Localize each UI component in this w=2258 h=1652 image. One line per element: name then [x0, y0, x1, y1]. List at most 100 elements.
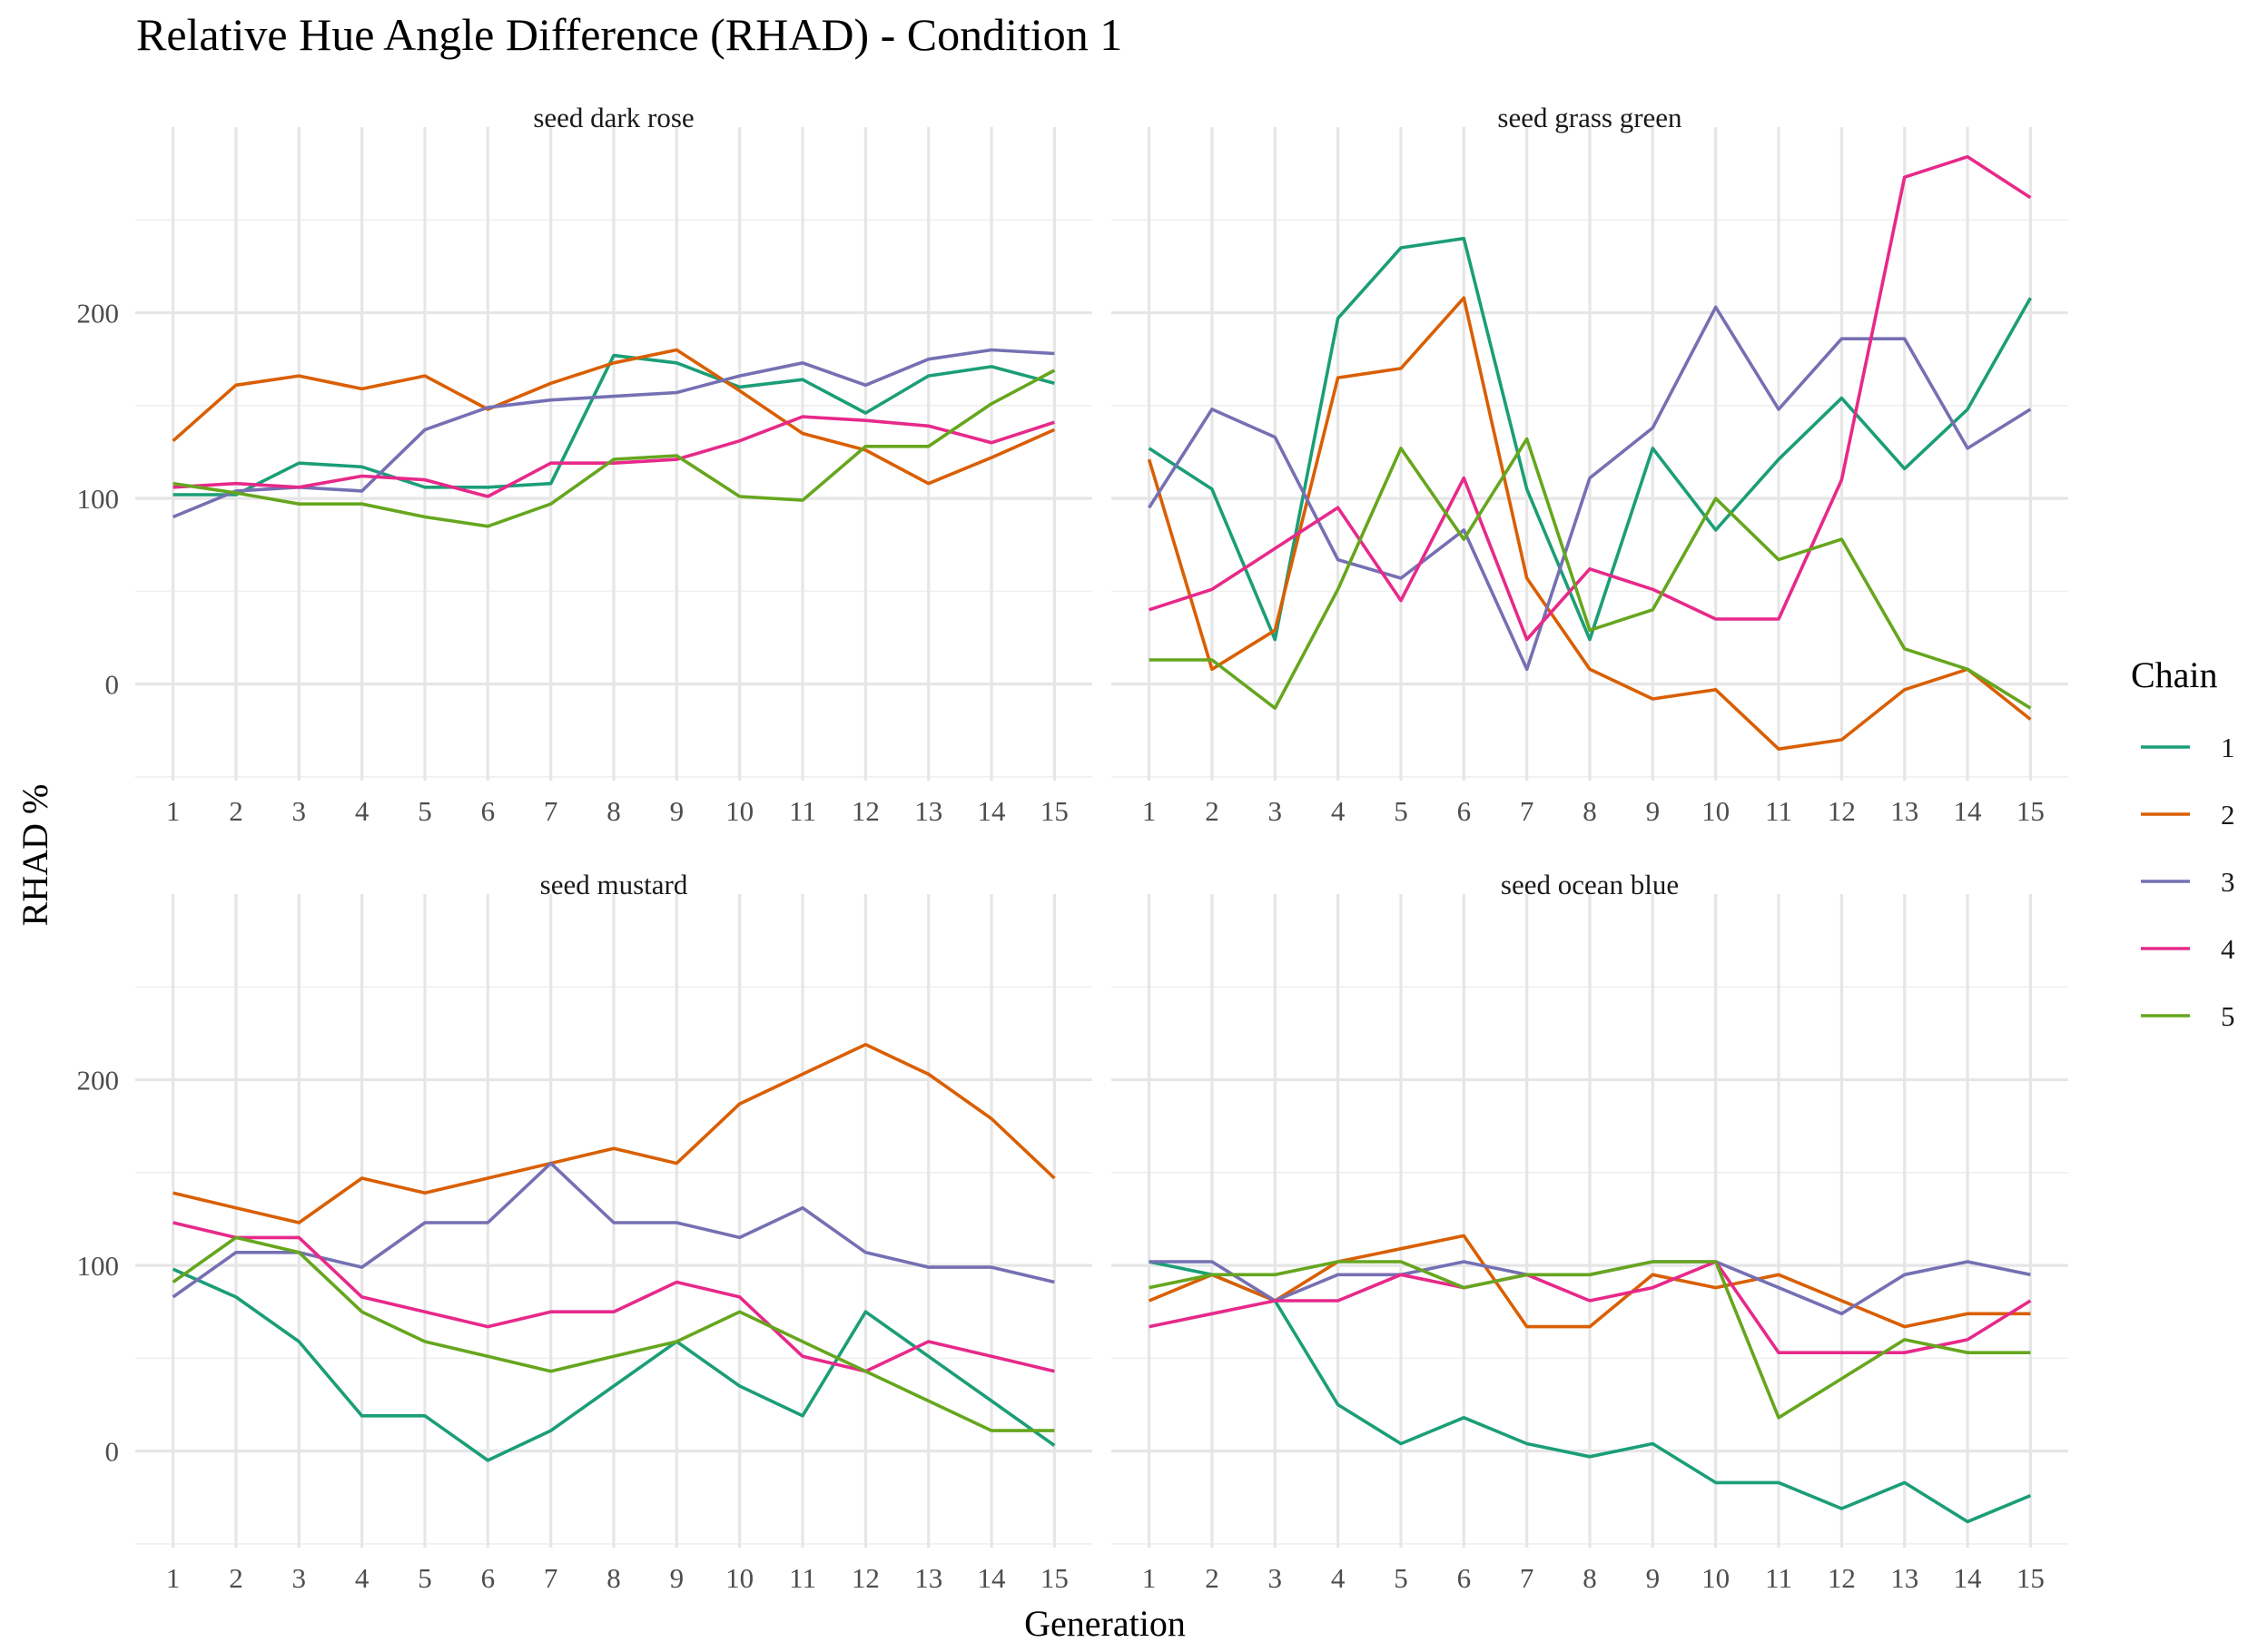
series-line-chain-4 [1149, 154, 2032, 642]
series-line-chain-1 [173, 353, 1055, 497]
series-line-chain-4 [173, 1221, 1055, 1373]
x-tick-label: 11 [789, 1562, 816, 1594]
legend-items: 1 2 3 4 5 [2141, 732, 2235, 1032]
x-tick-label: 2 [1205, 1562, 1219, 1594]
y-tick-label: 0 [105, 669, 120, 701]
x-tick-label: 8 [1583, 795, 1597, 827]
y-tick-label: 0 [105, 1436, 120, 1468]
x-tick-label: 1 [166, 795, 181, 827]
x-axis-label: Generation [1024, 1603, 1186, 1644]
x-tick-label: 2 [1205, 795, 1219, 827]
legend-title: Chain [2131, 654, 2218, 695]
x-tick-label: 12 [1828, 795, 1856, 827]
x-tick-label: 9 [1646, 795, 1661, 827]
x-tick-label: 5 [1394, 795, 1408, 827]
x-tick-label: 8 [606, 1562, 621, 1594]
legend-label: 3 [2221, 866, 2235, 898]
x-tick-label: 6 [1457, 1562, 1472, 1594]
x-tick-label: 7 [1520, 1562, 1534, 1594]
y-axis-label: RHAD % [15, 784, 55, 927]
x-tick-label: 15 [2016, 1562, 2045, 1594]
x-tick-label: 7 [1520, 795, 1534, 827]
x-tick-label: 5 [1394, 1562, 1408, 1594]
x-tick-label: 5 [418, 795, 432, 827]
legend-label: 2 [2221, 799, 2235, 831]
series-line-chain-3 [172, 348, 1055, 519]
x-tick-label: 1 [166, 1562, 181, 1594]
x-tick-label: 15 [1040, 795, 1069, 827]
x-tick-label: 10 [1701, 1562, 1730, 1594]
y-tick-label: 100 [77, 1250, 120, 1282]
y-tick-label: 200 [77, 298, 120, 329]
x-tick-label: 10 [725, 795, 754, 827]
series-line-chain-2 [1148, 1234, 2031, 1329]
series-line-chain-2 [173, 1042, 1056, 1224]
x-tick-label: 13 [914, 795, 942, 827]
x-tick-label: 11 [789, 795, 816, 827]
series-line-chain-3 [1148, 305, 2032, 672]
x-tick-label: 1 [1142, 795, 1157, 827]
x-tick-label: 10 [725, 1562, 754, 1594]
x-tick-label: 12 [852, 795, 880, 827]
x-tick-label: 6 [481, 795, 496, 827]
x-tick-label: 14 [978, 1562, 1007, 1594]
y-tick-label: 200 [77, 1065, 120, 1096]
x-tick-label: 13 [1890, 795, 1918, 827]
x-tick-label: 2 [229, 795, 243, 827]
x-tick-label: 7 [544, 795, 558, 827]
x-tick-label: 6 [1457, 795, 1472, 827]
x-tick-label: 4 [1331, 1562, 1346, 1594]
series-line-chain-5 [1149, 437, 2032, 711]
x-tick-label: 12 [852, 1562, 880, 1594]
x-tick-label: 2 [229, 1562, 243, 1594]
x-tick-label: 14 [978, 795, 1007, 827]
x-tick-label: 9 [670, 795, 685, 827]
legend-label: 4 [2221, 933, 2235, 965]
x-tick-label: 10 [1701, 795, 1730, 827]
series-line-chain-2 [172, 348, 1056, 486]
legend-label: 5 [2221, 1000, 2235, 1032]
x-tick-label: 15 [2016, 795, 2045, 827]
x-tick-label: 8 [606, 795, 621, 827]
series-line-chain-5 [1149, 1260, 2031, 1420]
series-line-chain-5 [173, 369, 1056, 528]
x-tick-label: 6 [481, 1562, 496, 1594]
x-tick-label: 13 [1890, 1562, 1918, 1594]
x-tick-label: 5 [418, 1562, 432, 1594]
x-tick-label: 1 [1142, 1562, 1157, 1594]
x-tick-label: 4 [355, 1562, 370, 1594]
x-tick-label: 3 [1268, 795, 1283, 827]
series-line-chain-2 [1147, 296, 2032, 752]
x-tick-label: 11 [1765, 1562, 1792, 1594]
x-tick-label: 15 [1040, 1562, 1069, 1594]
x-tick-label: 7 [544, 1562, 558, 1594]
x-tick-label: 3 [292, 795, 307, 827]
legend-label: 1 [2221, 732, 2235, 763]
x-tick-label: 14 [1954, 1562, 1983, 1594]
x-tick-label: 12 [1828, 1562, 1856, 1594]
series-line-chain-1 [1149, 1260, 2032, 1524]
x-tick-label: 8 [1583, 1562, 1597, 1594]
series-line-chain-1 [1148, 236, 2032, 642]
x-tick-label: 9 [1646, 1562, 1661, 1594]
legend: Chain 1 2 3 4 5 [2131, 654, 2235, 1032]
x-tick-label: 4 [355, 795, 370, 827]
x-tick-label: 9 [670, 1562, 685, 1594]
series-line-chain-5 [172, 1235, 1055, 1432]
series-line-chain-1 [172, 1267, 1056, 1462]
x-tick-label: 14 [1954, 795, 1983, 827]
x-tick-label: 3 [1268, 1562, 1283, 1594]
x-tick-label: 11 [1765, 795, 1792, 827]
x-tick-label: 4 [1331, 795, 1346, 827]
series-line-chain-4 [173, 415, 1055, 498]
y-tick-label: 100 [77, 483, 120, 515]
x-tick-label: 3 [292, 1562, 307, 1594]
x-tick-label: 13 [914, 1562, 942, 1594]
chart-title: Relative Hue Angle Difference (RHAD) - C… [136, 9, 1122, 60]
